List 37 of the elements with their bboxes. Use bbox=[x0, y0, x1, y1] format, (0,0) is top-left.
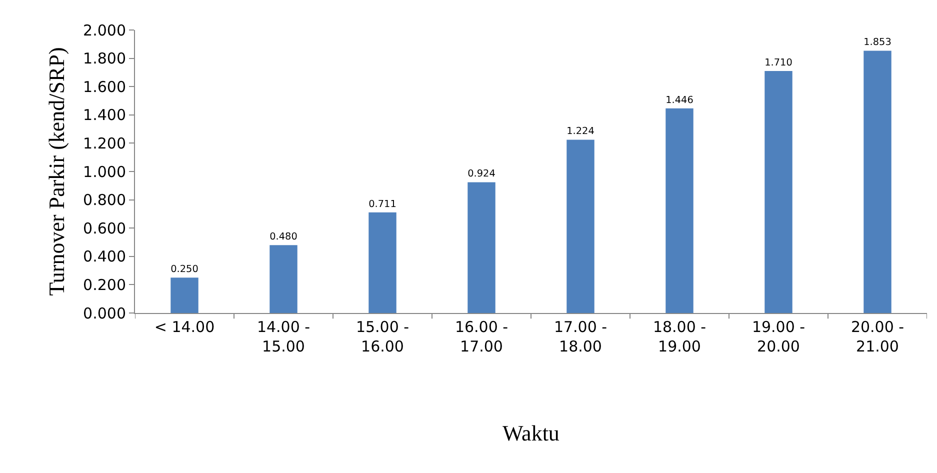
x-tick-label: 16.00 - 17.00 bbox=[454, 318, 508, 356]
data-label: 0.480 bbox=[270, 232, 298, 242]
x-tick-label: 14.00 - 15.00 bbox=[256, 318, 310, 356]
data-label: 1.224 bbox=[566, 126, 594, 138]
bar bbox=[566, 140, 594, 313]
y-tick-label: 0.200 bbox=[83, 276, 126, 294]
y-tick-label: 1.600 bbox=[83, 78, 126, 96]
data-label: 0.711 bbox=[368, 198, 396, 210]
y-tick-label: 1.000 bbox=[83, 162, 126, 181]
y-tick-label: 0.000 bbox=[83, 304, 126, 322]
data-label: 0.250 bbox=[170, 264, 198, 276]
bar bbox=[170, 278, 198, 313]
y-tick-label: 1.800 bbox=[83, 50, 126, 68]
y-tick-label: 0.600 bbox=[83, 219, 126, 238]
data-label: 1.853 bbox=[864, 37, 892, 48]
y-tick-label: 0.400 bbox=[83, 248, 126, 266]
y-axis-title: Turnover Parkir (kend/SRP) bbox=[44, 47, 69, 296]
data-label: 1.710 bbox=[764, 57, 792, 68]
bar bbox=[666, 108, 694, 313]
x-tick-label: < 14.00 bbox=[154, 318, 215, 336]
data-label: 0.924 bbox=[468, 168, 496, 180]
x-axis-title: Waktu bbox=[502, 420, 560, 446]
bar bbox=[368, 212, 396, 313]
y-tick-label: 2.000 bbox=[83, 21, 126, 40]
x-tick-label: 15.00 - 16.00 bbox=[356, 318, 410, 356]
y-tick-label: 1.200 bbox=[83, 134, 126, 152]
bar bbox=[864, 50, 892, 313]
bar bbox=[468, 182, 496, 313]
bar bbox=[764, 71, 792, 313]
y-tick-label: 1.400 bbox=[83, 106, 126, 124]
x-tick-label: 20.00 - 21.00 bbox=[850, 318, 904, 356]
x-tick-label: 17.00 - 18.00 bbox=[554, 318, 608, 356]
bar bbox=[270, 245, 298, 313]
x-tick-label: 19.00 - 20.00 bbox=[752, 318, 806, 356]
x-tick-label: 18.00 - 19.00 bbox=[652, 318, 706, 356]
data-label: 1.446 bbox=[666, 94, 694, 106]
y-tick-label: 0.800 bbox=[83, 191, 126, 210]
